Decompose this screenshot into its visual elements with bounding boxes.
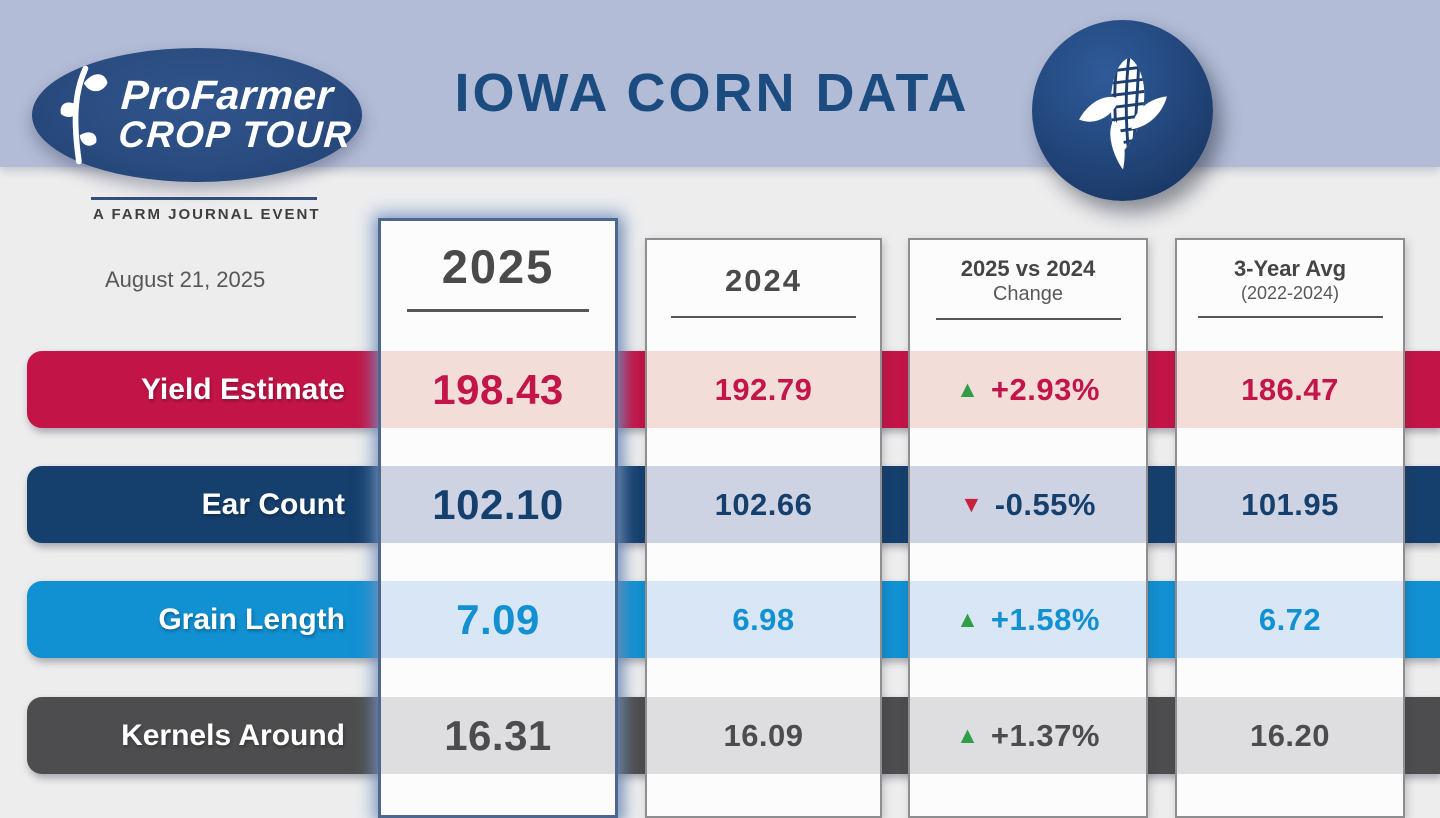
value-cell: 101.95 [1177,466,1403,543]
column-change-label: 2025 vs 2024 [960,256,1096,281]
column-3yr-avg-header: 3-Year Avg (2022-2024) [1177,240,1403,318]
metric-value: 6.98 [732,601,795,637]
date-label: August 21, 2025 [105,267,266,292]
event-label: A FARM JOURNAL EVENT [93,206,321,223]
column-2024-panel: 2024 192.79 102.66 6.98 16.09 [645,238,882,818]
change-value: +2.93% [990,371,1100,407]
change-arrow-icon: ▼ [960,491,983,517]
change-value: +1.58% [990,601,1100,637]
change-value: -0.55% [994,486,1096,522]
row-label: Ear Count [201,487,345,521]
column-2025-label: 2025 [441,240,555,293]
metric-value: 7.09 [456,595,540,643]
change-cell: ▲ +1.37% [910,697,1146,774]
metric-value: 102.10 [432,480,564,528]
value-cell: 102.66 [647,466,880,543]
metric-value: 16.31 [444,711,552,759]
logo-event-name: CROP TOUR [117,114,354,156]
header-divider [407,309,589,312]
column-3yr-avg-sublabel: (2022-2024) [1240,283,1340,303]
metric-value: 101.95 [1241,486,1339,522]
metric-value: 102.66 [714,486,813,522]
metric-value: 16.09 [723,717,804,753]
row-label: Kernels Around [121,718,345,752]
column-change-header: 2025 vs 2024 Change [910,240,1146,320]
header-divider [671,316,856,318]
profarmer-crop-tour-logo: ProFarmer CROP TOUR [32,48,362,182]
value-cell: 7.09 [381,581,615,658]
corn-badge [1032,20,1213,201]
column-3yr-avg-panel: 3-Year Avg (2022-2024) 186.47 101.95 6.7… [1175,238,1405,818]
column-2025-header: 2025 [381,221,615,312]
change-cell: ▲ +2.93% [910,351,1146,428]
value-cell: 6.98 [647,581,880,658]
header-divider [1197,316,1383,318]
row-label: Grain Length [158,602,345,636]
page-title: IOWA CORN DATA [454,63,970,123]
column-3yr-avg-label: 3-Year Avg [1233,256,1347,281]
column-change-panel: 2025 vs 2024 Change ▲ +2.93% ▼ -0.55% ▲ … [908,238,1148,818]
event-divider [91,197,317,200]
change-arrow-icon: ▲ [956,722,979,748]
metric-value: 16.20 [1249,717,1331,753]
wheat-icon [60,65,108,165]
value-cell: 192.79 [647,351,880,428]
metric-value: 186.47 [1241,371,1339,407]
column-2025-panel: 2025 198.43 102.10 7.09 16.31 [378,218,618,818]
logo-brand-name: ProFarmer [119,72,335,119]
metric-value: 6.72 [1258,601,1322,637]
corn-icon [1078,56,1167,170]
value-cell: 16.31 [381,697,615,774]
column-change-sublabel: Change [992,283,1064,305]
value-cell: 16.20 [1177,697,1403,774]
column-2024-header: 2024 [647,240,880,318]
change-cell: ▼ -0.55% [910,466,1146,543]
change-arrow-icon: ▲ [956,606,979,632]
value-cell: 16.09 [647,697,880,774]
header-divider [935,318,1121,320]
change-value: +1.37% [990,717,1100,753]
value-cell: 186.47 [1177,351,1403,428]
value-cell: 6.72 [1177,581,1403,658]
metric-value: 198.43 [432,365,564,413]
value-cell: 102.10 [381,466,615,543]
value-cell: 198.43 [381,351,615,428]
column-2024-label: 2024 [725,263,802,298]
metric-value: 192.79 [714,371,813,407]
change-arrow-icon: ▲ [956,376,979,402]
logo-text: ProFarmer CROP TOUR [117,72,356,156]
change-cell: ▲ +1.58% [910,581,1146,658]
row-label: Yield Estimate [141,372,345,406]
